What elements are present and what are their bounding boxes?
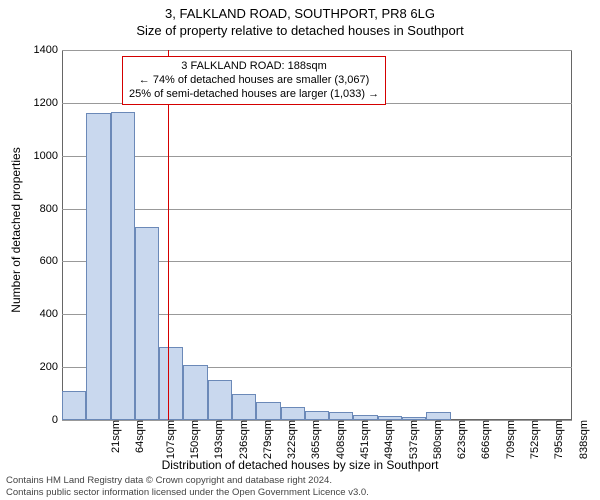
y-tick-label: 600	[40, 255, 58, 267]
x-tick-label: 494sqm	[383, 420, 395, 459]
bar	[86, 113, 110, 420]
x-tick-label: 193sqm	[213, 420, 225, 459]
x-tick-label: 236sqm	[238, 420, 250, 459]
bar	[329, 412, 353, 420]
x-tick-label: 21sqm	[110, 420, 122, 453]
y-tick-label: 1400	[34, 44, 58, 56]
y-tick-label: 1200	[34, 97, 58, 109]
plot-area: 0200400600800100012001400 21sqm64sqm107s…	[62, 50, 572, 420]
bar	[426, 412, 450, 420]
y-axis-label: Number of detached properties	[9, 147, 23, 312]
chart-subtitle: Size of property relative to detached ho…	[0, 21, 600, 38]
x-tick-label: 709sqm	[505, 420, 517, 459]
chart-title: 3, FALKLAND ROAD, SOUTHPORT, PR8 6LG	[0, 0, 600, 21]
bar	[159, 347, 183, 420]
bar	[305, 411, 329, 420]
footer-text: Contains HM Land Registry data © Crown c…	[0, 475, 600, 498]
bar	[256, 402, 280, 421]
x-tick-label: 838sqm	[578, 420, 590, 459]
x-tick-label: 537sqm	[408, 420, 420, 459]
y-tick-label: 0	[52, 414, 58, 426]
x-tick-label: 666sqm	[481, 420, 493, 459]
bar	[232, 394, 256, 420]
x-tick-label: 107sqm	[165, 420, 177, 459]
x-tick-label: 752sqm	[529, 420, 541, 459]
bar	[62, 391, 86, 420]
footer-line-1: Contains HM Land Registry data © Crown c…	[6, 475, 600, 486]
bars-layer	[62, 50, 572, 420]
x-tick-label: 365sqm	[311, 420, 323, 459]
bar	[135, 227, 159, 420]
x-tick-label: 580sqm	[432, 420, 444, 459]
bar	[281, 407, 305, 420]
x-tick-label: 451sqm	[359, 420, 371, 459]
annotation-box: 3 FALKLAND ROAD: 188sqm ← 74% of detache…	[122, 56, 386, 105]
bar	[183, 365, 207, 421]
annotation-line-2: ← 74% of detached houses are smaller (3,…	[129, 74, 379, 88]
x-tick-label: 322sqm	[286, 420, 298, 459]
y-tick-label: 800	[40, 203, 58, 215]
y-tick-label: 200	[40, 361, 58, 373]
annotation-line-3: 25% of semi-detached houses are larger (…	[129, 88, 379, 102]
annotation-line-1: 3 FALKLAND ROAD: 188sqm	[129, 60, 379, 74]
bar	[111, 112, 135, 420]
x-tick-label: 64sqm	[134, 420, 146, 453]
marker-line	[168, 50, 169, 420]
x-tick-label: 150sqm	[189, 420, 201, 459]
x-tick-label: 408sqm	[335, 420, 347, 459]
x-tick-label: 795sqm	[553, 420, 565, 459]
bar	[208, 380, 232, 420]
y-tick-label: 1000	[34, 150, 58, 162]
x-tick-label: 279sqm	[262, 420, 274, 459]
y-tick-label: 400	[40, 308, 58, 320]
figure: 3, FALKLAND ROAD, SOUTHPORT, PR8 6LG Siz…	[0, 0, 600, 500]
x-tick-label: 623sqm	[456, 420, 468, 459]
footer-line-2: Contains public sector information licen…	[6, 487, 600, 498]
x-axis-label: Distribution of detached houses by size …	[0, 458, 600, 472]
